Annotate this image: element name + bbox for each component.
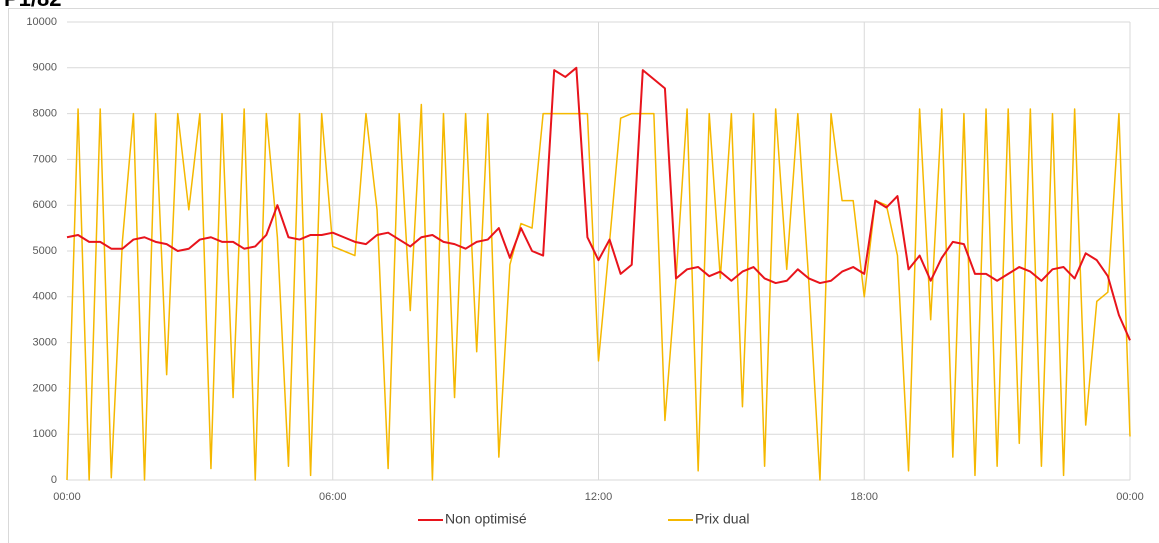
x-tick-label: 00:00 — [53, 491, 81, 503]
y-tick-label: 2000 — [33, 382, 57, 394]
y-tick-label: 7000 — [33, 153, 57, 165]
x-tick-label: 06:00 — [319, 491, 347, 503]
y-tick-label: 0 — [51, 474, 57, 486]
y-tick-label: 10000 — [26, 16, 57, 28]
x-tick-label: 18:00 — [850, 491, 878, 503]
y-tick-label: 1000 — [33, 428, 57, 440]
y-tick-label: 9000 — [33, 62, 57, 74]
y-tick-label: 5000 — [33, 245, 57, 257]
y-tick-label: 3000 — [33, 337, 57, 349]
y-tick-label: 8000 — [33, 108, 57, 120]
x-tick-label: 00:00 — [1116, 491, 1144, 503]
series-line — [66, 66, 1131, 341]
x-tick-label: 12:00 — [585, 491, 613, 503]
legend-label: Non optimisé — [445, 511, 527, 527]
legend-label: Prix dual — [695, 511, 749, 527]
series-line — [66, 103, 1131, 481]
y-tick-label: 4000 — [33, 291, 57, 303]
chart-title: P1/82 — [4, 0, 62, 11]
y-tick-label: 6000 — [33, 199, 57, 211]
